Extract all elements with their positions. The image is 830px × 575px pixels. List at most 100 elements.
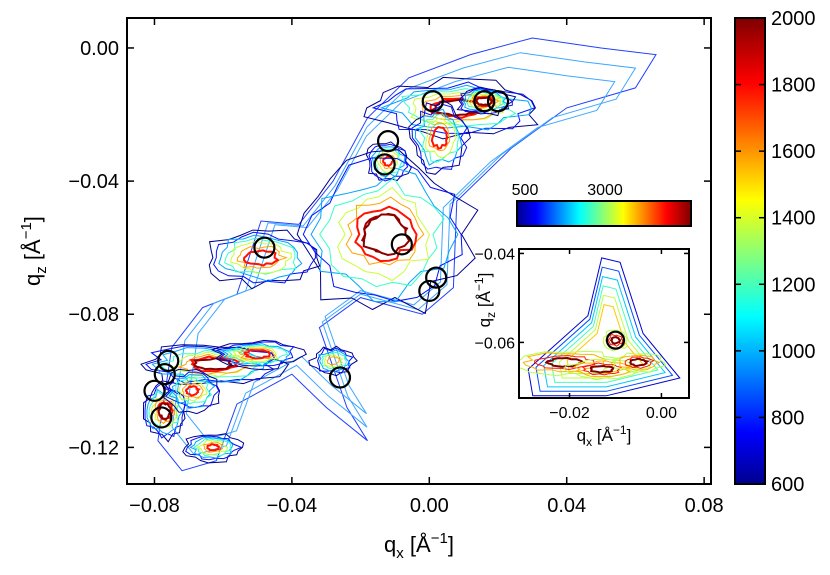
inset-peak-circle [605, 330, 626, 350]
inset-contour-layer [519, 257, 681, 397]
intensity-contour [337, 186, 430, 282]
intensity-contour [238, 348, 277, 360]
peak-circle [157, 349, 180, 372]
intensity-contour [182, 433, 245, 464]
intensity-contour [181, 382, 204, 399]
main-x-axis-label: qx [Å−1] [384, 530, 454, 562]
main-plot-frame [126, 17, 712, 485]
colorbar-tick-label: 1000 [771, 341, 816, 363]
intensity-contour [203, 441, 224, 453]
inset-intensity-contour [581, 362, 623, 376]
intensity-contour [210, 339, 307, 371]
inset-x-tick-label: 0.00 [646, 405, 677, 422]
intensity-contour [232, 346, 280, 363]
inset-x-tick-label: −0.02 [549, 405, 590, 422]
intensity-contour [310, 167, 459, 303]
intensity-contour [146, 388, 184, 435]
peak-circle [328, 366, 352, 389]
y-tick-label: 0.00 [80, 38, 119, 60]
intensity-contour [317, 347, 354, 374]
inset-intensity-contour [602, 329, 628, 352]
intensity-contour [184, 385, 201, 397]
inset-x-axis: −0.02 0.00 [549, 249, 677, 422]
intensity-contour [177, 353, 249, 375]
intensity-contour [143, 380, 187, 443]
intensity-contour [168, 374, 216, 409]
intensity-contour [414, 108, 463, 166]
intensity-contour [326, 356, 341, 366]
intensity-contour [226, 344, 289, 365]
intensity-contour [345, 196, 425, 266]
inset-intensity-contour [589, 364, 615, 374]
intensity-contour [408, 100, 471, 175]
intensity-contour [185, 435, 243, 461]
inset-envelope-contour [527, 257, 681, 397]
intensity-contour [411, 104, 468, 170]
peak-circle [486, 90, 510, 113]
inset-envelope-contour [535, 266, 674, 392]
peak-circle [425, 266, 448, 289]
inset-y-tick-label: −0.04 [475, 246, 516, 263]
x-tick-label: 0.04 [547, 495, 586, 517]
peak-circle [153, 363, 176, 386]
intensity-contour [178, 379, 208, 402]
inset-intensity-contour [612, 352, 667, 374]
saturated-region [474, 96, 494, 107]
intensity-contour [196, 439, 229, 456]
colorbar-tick-label: 1600 [771, 141, 816, 163]
inset-intensity-contour [624, 356, 655, 369]
y-tick-label: −0.12 [68, 437, 119, 459]
intensity-contour [236, 245, 288, 269]
inset-colorbar-gradient [516, 200, 692, 227]
intensity-contour [140, 344, 290, 385]
intensity-contour [308, 345, 358, 377]
intensity-contour [296, 149, 479, 315]
colorbar: 600 800 1000 1200 1400 1600 1800 2000 [734, 8, 816, 496]
inset-x-axis-label: qx [Å−1] [577, 423, 632, 449]
x-tick-label: 0.08 [685, 495, 724, 517]
intensity-contour [175, 376, 213, 405]
inset-y-tick-label: −0.06 [475, 335, 516, 352]
peak-circle [143, 379, 166, 402]
intensity-contour [208, 229, 321, 290]
x-tick-label: −0.08 [129, 495, 180, 517]
inset-colorbar-label-3000: 3000 [587, 182, 623, 199]
main-x-axis: −0.08 −0.04 0.00 0.04 0.08 [129, 18, 724, 517]
colorbar-gradient [734, 17, 766, 485]
intensity-contour [319, 177, 445, 288]
inset-colorbar: 500 3000 [512, 182, 692, 227]
colorbar-ticks: 600 800 1000 1200 1400 1600 1800 2000 [735, 8, 816, 496]
intensity-contour [192, 438, 233, 457]
inset-intensity-contour [563, 358, 641, 381]
intensity-contour [242, 249, 280, 267]
inset-plot-background [519, 249, 689, 398]
envelope-contour [185, 66, 616, 441]
peak-circle [421, 90, 444, 113]
peak-circle [376, 130, 400, 153]
inset-y-axis-label: qz [Å−1] [472, 273, 498, 328]
inset-intensity-contour [544, 356, 586, 368]
intensity-contour [428, 122, 451, 152]
peak-circle [373, 153, 396, 176]
peak-circle [150, 406, 173, 429]
intensity-contour [213, 231, 317, 284]
intensity-contour [425, 117, 457, 159]
inset-intensity-contour [522, 352, 608, 373]
inset-plot: −0.02 0.00 −0.04 −0.06 qx [Å−1] qz [Å−1] [472, 246, 690, 449]
inset-envelope-contour [558, 294, 652, 379]
saturated-region [193, 357, 234, 371]
inset-envelope-contour [543, 275, 666, 388]
peak-circle [253, 236, 276, 259]
inset-intensity-contour [618, 354, 661, 371]
intensity-contour [379, 153, 397, 170]
peak-circle [390, 233, 413, 256]
main-circle-markers [143, 90, 510, 429]
intensity-contour [215, 341, 295, 367]
intensity-contour [145, 345, 275, 384]
intensity-contour [430, 125, 449, 150]
intensity-contour [354, 205, 418, 263]
intensity-contour [363, 76, 539, 140]
inset-y-axis: −0.04 −0.06 [475, 246, 689, 352]
intensity-contour [162, 368, 221, 415]
